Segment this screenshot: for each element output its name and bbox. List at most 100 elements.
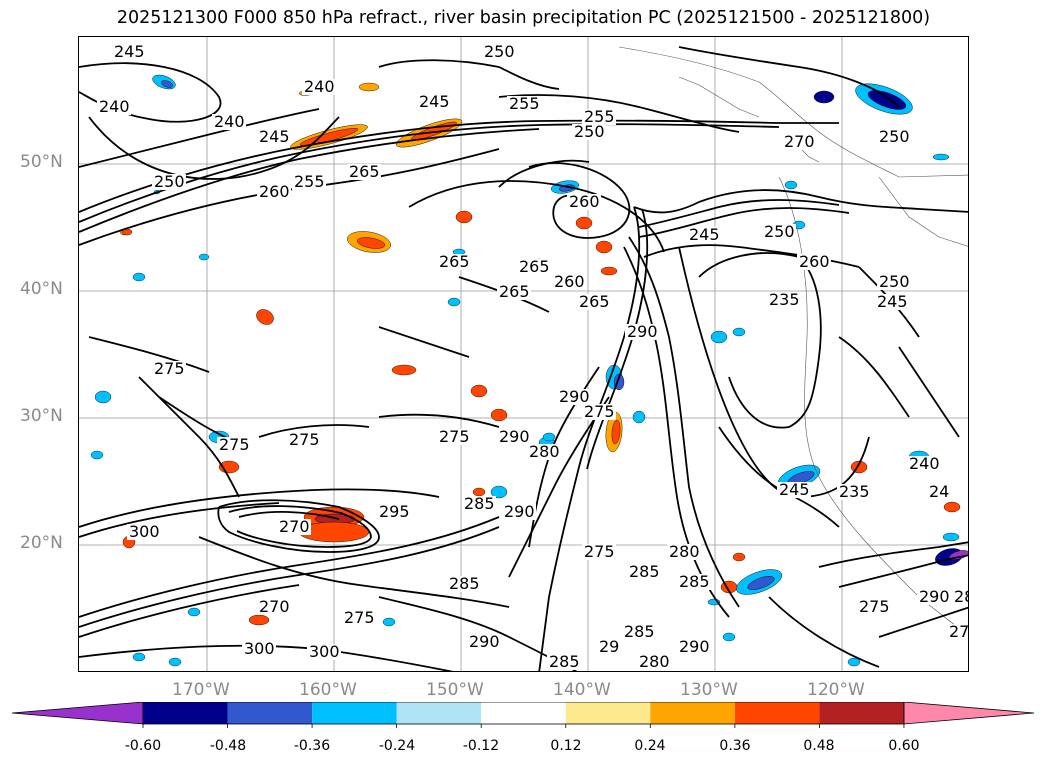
- contour-line: [508, 396, 610, 578]
- contour-label-bg: [875, 294, 909, 310]
- contour-line: [79, 488, 440, 528]
- contour-label: 240: [909, 454, 940, 473]
- precip-patch: [813, 90, 835, 104]
- contour-label-bg: [127, 524, 161, 540]
- colorbar-tick: 0.24: [634, 738, 666, 754]
- contour-line: [698, 252, 822, 429]
- contour-label-bg: [547, 654, 581, 670]
- contour-label: 285: [464, 494, 495, 513]
- precipitation-shading: [90, 74, 968, 667]
- contour-label-bg: [417, 94, 451, 110]
- contour-label: 285: [629, 562, 660, 581]
- contour-label-bg: [677, 639, 711, 655]
- contour-label-bg: [217, 437, 251, 453]
- contour-label: 275: [154, 359, 185, 378]
- contour-line: [678, 246, 870, 498]
- contour-label-bg: [687, 227, 721, 243]
- contour-label: 240: [214, 112, 245, 131]
- contour-line: [838, 336, 910, 418]
- contour-label: 270: [949, 622, 969, 641]
- contour-label: 245: [114, 42, 145, 61]
- contour-label: 255: [584, 107, 615, 126]
- coastlines: [618, 46, 968, 636]
- colorbar-tick: 0.48: [803, 738, 835, 754]
- precip-patch: [470, 384, 488, 398]
- lon-label-150w: 150°W: [426, 680, 484, 700]
- contour-label-bg: [782, 134, 816, 150]
- contour-label: 245: [259, 127, 290, 146]
- precip-patch: [168, 657, 182, 667]
- contour-label: 265: [349, 162, 380, 181]
- contour-label-bg: [577, 294, 611, 310]
- contour-label: 265: [439, 252, 470, 271]
- contour-label-bg: [462, 496, 496, 512]
- contour-label: 24: [929, 482, 949, 501]
- colorbar: [11, 702, 1035, 728]
- contour-label-bg: [572, 124, 606, 140]
- contour-label-bg: [637, 654, 671, 670]
- precip-patch: [942, 532, 960, 542]
- contour-label-bg: [567, 194, 601, 210]
- contour-label-bg: [347, 164, 381, 180]
- contour-line: [378, 326, 470, 358]
- contour-label-bg: [507, 96, 541, 112]
- contour-line: [528, 162, 631, 239]
- contour-line: [378, 59, 560, 90]
- contour-label: 245: [419, 92, 450, 111]
- contour-line: [79, 108, 320, 168]
- precip-patch: [611, 419, 621, 445]
- contour-label: 290: [504, 502, 535, 521]
- contour-label: 290: [499, 427, 530, 446]
- contour-label: 275: [584, 542, 615, 561]
- colorbar-bin: [650, 702, 735, 724]
- contour-line: [198, 536, 510, 608]
- contour-line: [678, 46, 900, 108]
- contour-label-bg: [497, 284, 531, 300]
- precip-patch: [94, 390, 112, 404]
- map-panel: 245 240 240 240 245 245 255 250 260 265 265 250 255 2…: [78, 36, 969, 672]
- contour-label: 255: [294, 172, 325, 191]
- contour-line: [898, 346, 960, 438]
- precip-patch: [732, 327, 746, 337]
- colorbar-bin: [312, 702, 397, 724]
- contour-label-bg: [557, 389, 591, 405]
- contour-label-bg: [677, 574, 711, 590]
- contour-label: 265: [579, 292, 610, 311]
- contour-label: 275: [289, 430, 320, 449]
- contour-label: 250: [484, 42, 515, 61]
- contour-label-bg: [292, 174, 326, 190]
- precip-patch: [187, 607, 201, 617]
- lon-label-160w: 160°W: [299, 680, 357, 700]
- colorbar-extend-low: [11, 702, 144, 725]
- precip-patch: [356, 237, 386, 249]
- precip-patch: [575, 216, 593, 230]
- contour-line: [88, 336, 210, 373]
- precip-patch: [382, 617, 396, 627]
- contour-label-bg: [257, 599, 291, 615]
- contour-label-bg: [552, 274, 586, 290]
- contour-line: [79, 516, 500, 618]
- lon-label-130w: 130°W: [680, 680, 738, 700]
- precip-patch: [455, 210, 473, 224]
- contour-label-bg: [502, 504, 536, 520]
- contour-label-bg: [597, 639, 621, 655]
- contour-label-bg: [625, 324, 659, 340]
- contour-label: 265: [499, 282, 530, 301]
- lat-label-30n: 30°N: [20, 406, 63, 426]
- precip-patch: [542, 432, 556, 442]
- contour-label: 265: [519, 257, 550, 276]
- contour-label-bg: [97, 99, 131, 115]
- contour-label: 285: [679, 572, 710, 591]
- contour-label: 245: [779, 480, 810, 499]
- contour-label: 240: [99, 97, 130, 116]
- colorbar-tick: -0.24: [378, 738, 416, 754]
- contour-line: [498, 94, 740, 133]
- colorbar-bin: [143, 702, 228, 724]
- contour-label-bg: [482, 44, 516, 60]
- colorbar-bin: [481, 702, 566, 724]
- contour-label-bg: [582, 109, 616, 125]
- refractivity-contours: [79, 46, 968, 671]
- contour-label-bg: [797, 254, 831, 270]
- contour-label: 235: [769, 290, 800, 309]
- precip-patch: [784, 180, 798, 190]
